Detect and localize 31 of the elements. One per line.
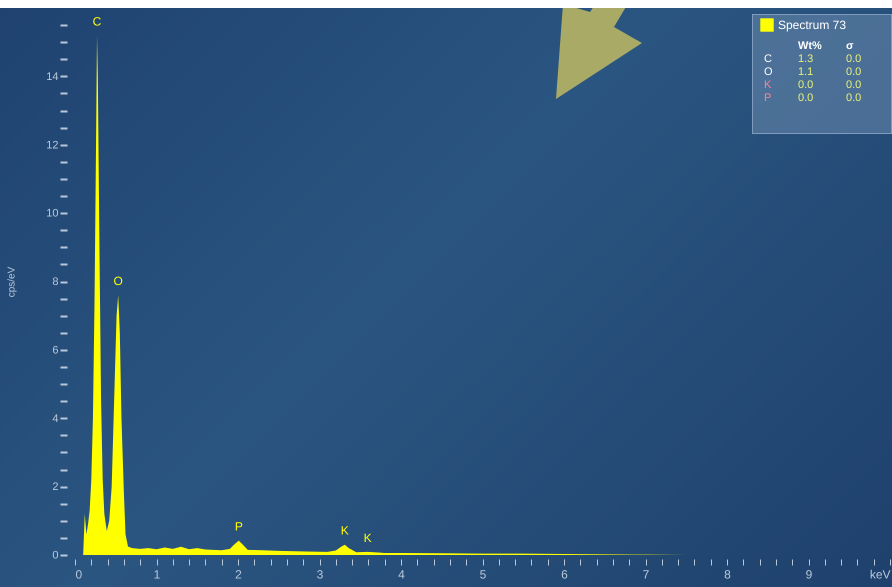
annotation: C (92, 14, 102, 28)
x-tick-label: 7 (642, 568, 650, 582)
text: Wt% σ (798, 40, 854, 52)
x-tick-label: 0 (76, 568, 82, 582)
legend-label: Spectrum 73 (778, 18, 846, 32)
y-tick-label: 8 (52, 276, 58, 288)
annotation: K (364, 530, 372, 545)
x-tick-label: 1 (154, 568, 161, 582)
y-axis-title: cps/eV (6, 266, 18, 298)
x-tick-label: 3 (316, 568, 324, 582)
text: P 0.0 0.0 (764, 92, 862, 104)
x-tick-label: keV (870, 568, 890, 582)
annotation: P (234, 520, 243, 534)
x-tick-label: 2 (235, 568, 242, 582)
annotation: K (340, 524, 349, 538)
x-tick-label: 6 (561, 568, 568, 582)
y-tick-label: 4 (52, 412, 58, 425)
y-tick-label: 12 (46, 139, 58, 152)
y-tick-label: 6 (52, 344, 58, 356)
x-tick-label: 4 (398, 568, 406, 582)
y-tick-label: 14 (46, 70, 58, 83)
y-tick-label: 10 (46, 208, 58, 220)
annotation: O (114, 274, 123, 288)
y-tick-label: 0 (52, 550, 58, 562)
x-tick-label: 5 (480, 568, 487, 582)
y-tick-label: 2 (52, 481, 58, 494)
text: O 1.1 0.0 (764, 66, 862, 78)
text: C 1.3 0.0 (764, 53, 862, 65)
text: K 0.0 0.0 (764, 79, 862, 91)
x-tick-label: 8 (724, 568, 732, 582)
x-tick-label: 9 (806, 568, 813, 582)
